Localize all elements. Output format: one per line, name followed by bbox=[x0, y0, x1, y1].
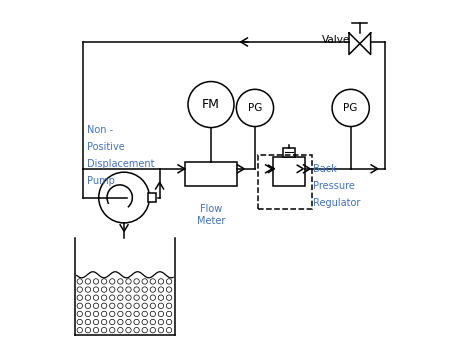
Text: Back: Back bbox=[314, 164, 337, 174]
Bar bbox=[148, 193, 156, 202]
Text: PG: PG bbox=[344, 103, 358, 113]
Text: Valve: Valve bbox=[322, 35, 350, 45]
Text: Displacement: Displacement bbox=[87, 159, 154, 169]
Bar bbox=[185, 162, 237, 186]
Text: Meter: Meter bbox=[197, 216, 225, 226]
Text: Pressure: Pressure bbox=[314, 181, 355, 191]
Text: Flow: Flow bbox=[200, 204, 222, 214]
Text: FM: FM bbox=[202, 98, 220, 111]
Text: Regulator: Regulator bbox=[314, 198, 361, 208]
Bar bbox=[258, 155, 312, 209]
Text: Positive: Positive bbox=[87, 142, 124, 152]
Bar bbox=[273, 157, 305, 187]
Text: Non -: Non - bbox=[87, 125, 113, 135]
Text: Pump: Pump bbox=[87, 176, 115, 186]
Text: PG: PG bbox=[248, 103, 262, 113]
Bar bbox=[283, 148, 295, 157]
